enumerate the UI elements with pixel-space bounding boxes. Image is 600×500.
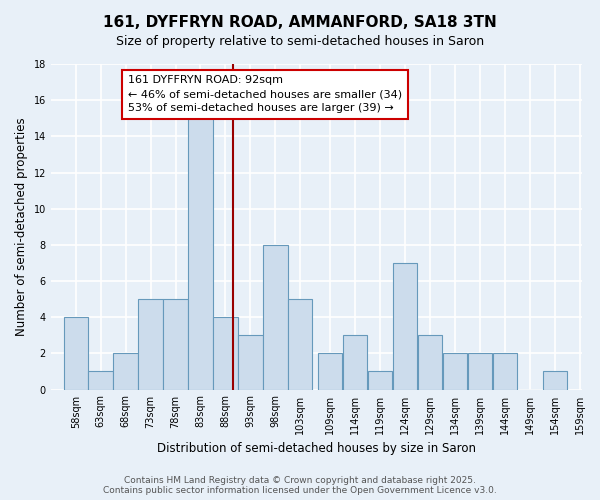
X-axis label: Distribution of semi-detached houses by size in Saron: Distribution of semi-detached houses by … — [157, 442, 476, 455]
Bar — [493, 354, 517, 390]
Bar — [213, 317, 238, 390]
Bar — [418, 336, 442, 390]
Bar — [288, 299, 313, 390]
Bar — [139, 299, 163, 390]
Bar — [542, 372, 567, 390]
Bar — [368, 372, 392, 390]
Bar — [113, 354, 138, 390]
Bar — [393, 263, 417, 390]
Text: 161 DYFFRYN ROAD: 92sqm
← 46% of semi-detached houses are smaller (34)
53% of se: 161 DYFFRYN ROAD: 92sqm ← 46% of semi-de… — [128, 76, 402, 114]
Bar — [443, 354, 467, 390]
Text: Size of property relative to semi-detached houses in Saron: Size of property relative to semi-detach… — [116, 35, 484, 48]
Text: Contains HM Land Registry data © Crown copyright and database right 2025.
Contai: Contains HM Land Registry data © Crown c… — [103, 476, 497, 495]
Bar — [64, 317, 88, 390]
Bar — [88, 372, 113, 390]
Bar — [263, 245, 287, 390]
Y-axis label: Number of semi-detached properties: Number of semi-detached properties — [15, 118, 28, 336]
Bar — [238, 336, 263, 390]
Bar — [188, 118, 213, 390]
Text: 161, DYFFRYN ROAD, AMMANFORD, SA18 3TN: 161, DYFFRYN ROAD, AMMANFORD, SA18 3TN — [103, 15, 497, 30]
Bar — [163, 299, 188, 390]
Bar — [467, 354, 492, 390]
Bar — [343, 336, 367, 390]
Bar — [318, 354, 343, 390]
